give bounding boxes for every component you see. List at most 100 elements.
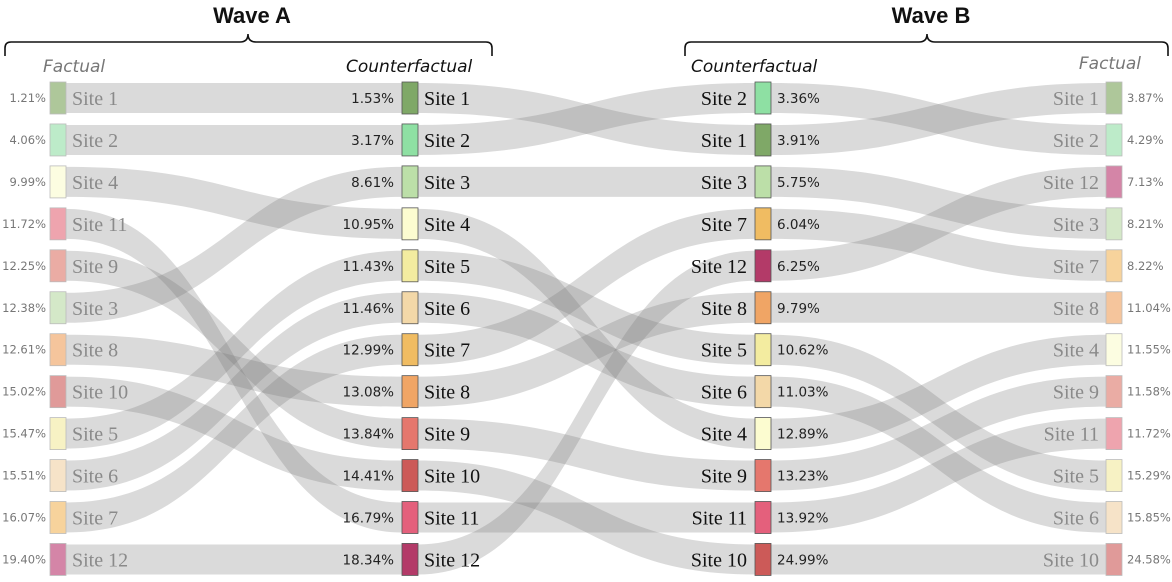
wave-a-counterfactual-site-label: Site 10 <box>424 466 480 488</box>
wave-b-band <box>771 166 1106 281</box>
wave-a-factual-node-bar <box>49 249 67 283</box>
wave-b-factual-node-bar <box>1105 375 1123 409</box>
wave-b-counterfactual-pct: 12.89% <box>777 427 829 443</box>
wave-b-factual-site-label: Site 2 <box>1053 130 1099 152</box>
wave-b-counterfactual-pct: 6.04% <box>777 217 820 233</box>
wave-a-factual-pct: 12.38% <box>2 301 46 315</box>
wave-b-counterfactual-pct: 13.92% <box>777 511 829 527</box>
wave-a-counterfactual-site-label: Site 1 <box>424 88 470 110</box>
wave-b-counterfactual-pct: 3.36% <box>777 91 820 107</box>
wave-a-factual-node-bar <box>49 459 67 492</box>
wave-b-counterfactual-node-bar <box>754 81 772 115</box>
wave-a-counterfactual-node-bar <box>401 459 419 492</box>
wave-b-band <box>771 376 1106 533</box>
wave-b-counterfactual-site-label: Site 5 <box>701 340 747 362</box>
cross-wave-band <box>418 418 755 491</box>
wave-a-counterfactual-pct: 13.08% <box>343 385 395 401</box>
cross-wave-band <box>418 208 755 449</box>
wave-a-band <box>66 208 402 533</box>
cross-wave-band <box>418 208 755 365</box>
wave-a-counterfactual-node-bar <box>401 291 419 325</box>
wave-b-factual-node-bar <box>1105 501 1123 534</box>
cross-wave-band <box>418 250 755 365</box>
wave-a-factual-site-label: Site 11 <box>72 214 127 236</box>
wave-a-counterfactual-pct: 18.34% <box>343 552 395 568</box>
wave-b-band <box>771 334 1106 491</box>
wave-a-counterfactual-pct: 11.43% <box>343 259 395 275</box>
wave-a-factual-site-label: Site 2 <box>72 130 118 152</box>
wave-b-counterfactual-pct: 24.99% <box>777 552 829 568</box>
wave-b-counterfactual-node-bar <box>754 543 772 576</box>
wave-b-factual-site-label: Site 1 <box>1053 88 1099 110</box>
cross-wave-band <box>418 502 755 533</box>
wave-b-factual-site-label: Site 4 <box>1053 340 1099 362</box>
wave-a-factual-node-bar <box>49 81 67 115</box>
wave-b-factual-node-bar <box>1105 543 1123 576</box>
wave-a-counterfactual-pct: 1.53% <box>351 91 394 107</box>
wave-a-factual-pct: 4.06% <box>9 133 46 147</box>
wave-b-counterfactual-site-label: Site 9 <box>701 466 747 488</box>
wave-b-factual-pct: 11.04% <box>1127 301 1171 315</box>
wave-a-factual-pct: 15.47% <box>2 427 46 441</box>
wave-b-factual-pct: 15.29% <box>1127 469 1171 483</box>
wave-a-counterfactual-node-bar <box>401 333 419 367</box>
wave-a-counterfactual-site-label: Site 4 <box>424 214 470 236</box>
wave-a-band <box>66 334 402 533</box>
wave-a-factual-site-label: Site 8 <box>72 340 118 362</box>
wave-a-band <box>66 166 402 239</box>
wave-a-band <box>66 544 402 575</box>
wave-a-factual-site-label: Site 5 <box>72 424 118 446</box>
wave-a-brace <box>4 33 493 56</box>
wave-b-counterfactual-site-label: Site 3 <box>701 172 747 194</box>
wave-b-factual-site-label: Site 7 <box>1053 256 1099 278</box>
wave-b-counterfactual-site-label: Site 1 <box>701 130 747 152</box>
wave-b-factual-pct: 11.58% <box>1127 385 1171 399</box>
wave-a-factual-site-label: Site 7 <box>72 508 118 530</box>
wave-b-factual-pct: 15.85% <box>1127 511 1171 525</box>
wave-b-counterfactual-site-label: Site 2 <box>701 88 747 110</box>
wave-a-counterfactual-pct: 11.46% <box>343 301 395 317</box>
wave-b-band <box>771 544 1106 575</box>
cross-wave-band <box>418 83 755 155</box>
wave-a-counterfactual-pct: 16.79% <box>343 511 395 527</box>
wave-a-factual-node-bar <box>49 375 67 409</box>
wave-b-counterfactual-node-bar <box>754 207 772 241</box>
wave-a-band <box>66 250 402 449</box>
wave-a-factual-node-bar <box>49 207 67 241</box>
wave-a-factual-pct: 12.61% <box>2 343 46 357</box>
cross-wave-band <box>418 460 755 575</box>
wave-a-band <box>66 250 402 449</box>
wave-a-counterfactual-node-bar <box>401 501 419 534</box>
wave-b-counterfactual-node-bar <box>754 249 772 283</box>
wave-a-band <box>66 166 402 323</box>
wave-b-factual-site-label: Site 11 <box>1044 424 1099 446</box>
cross-wave-band <box>418 166 755 197</box>
wave-b-factual-pct: 7.13% <box>1127 175 1164 189</box>
wave-b-counterfactual-node-bar <box>754 501 772 534</box>
cross-wave-band <box>418 292 755 407</box>
wave-b-factual-node-bar <box>1105 207 1123 241</box>
wave-b-factual-node-bar <box>1105 417 1123 451</box>
wave-a-counterfactual-site-label: Site 9 <box>424 424 470 446</box>
wave-a-factual-node-bar <box>49 165 67 199</box>
wave-a-band <box>66 124 402 155</box>
wave-b-counterfactual-site-label: Site 11 <box>692 508 747 530</box>
wave-a-factual-pct: 1.21% <box>9 91 46 105</box>
wave-a-counterfactual-pct: 10.95% <box>343 217 395 233</box>
wave-b-factual-site-label: Site 6 <box>1053 508 1099 530</box>
wave-a-counterfactual-node-bar <box>401 123 419 157</box>
wave-a-counterfactual-node-bar <box>401 165 419 199</box>
wave-a-counterfactual-site-label: Site 6 <box>424 298 470 320</box>
wave-b-counterfactual-node-bar <box>754 375 772 409</box>
wave-a-counterfactual-site-label: Site 11 <box>424 508 479 530</box>
wave-b-counterfactual-node-bar <box>754 123 772 157</box>
wave-b-band <box>771 334 1106 449</box>
wave-b-brace <box>684 33 1169 56</box>
wave-a-factual-site-label: Site 6 <box>72 466 118 488</box>
wave-b-factual-node-bar <box>1105 249 1123 283</box>
wave-a-factual-node-bar <box>49 291 67 325</box>
wave-a-factual-pct: 15.51% <box>2 469 46 483</box>
wave-a-factual-header: Factual <box>43 57 105 77</box>
wave-a-counterfactual-site-label: Site 12 <box>424 549 480 571</box>
wave-b-factual-node-bar <box>1105 123 1123 157</box>
